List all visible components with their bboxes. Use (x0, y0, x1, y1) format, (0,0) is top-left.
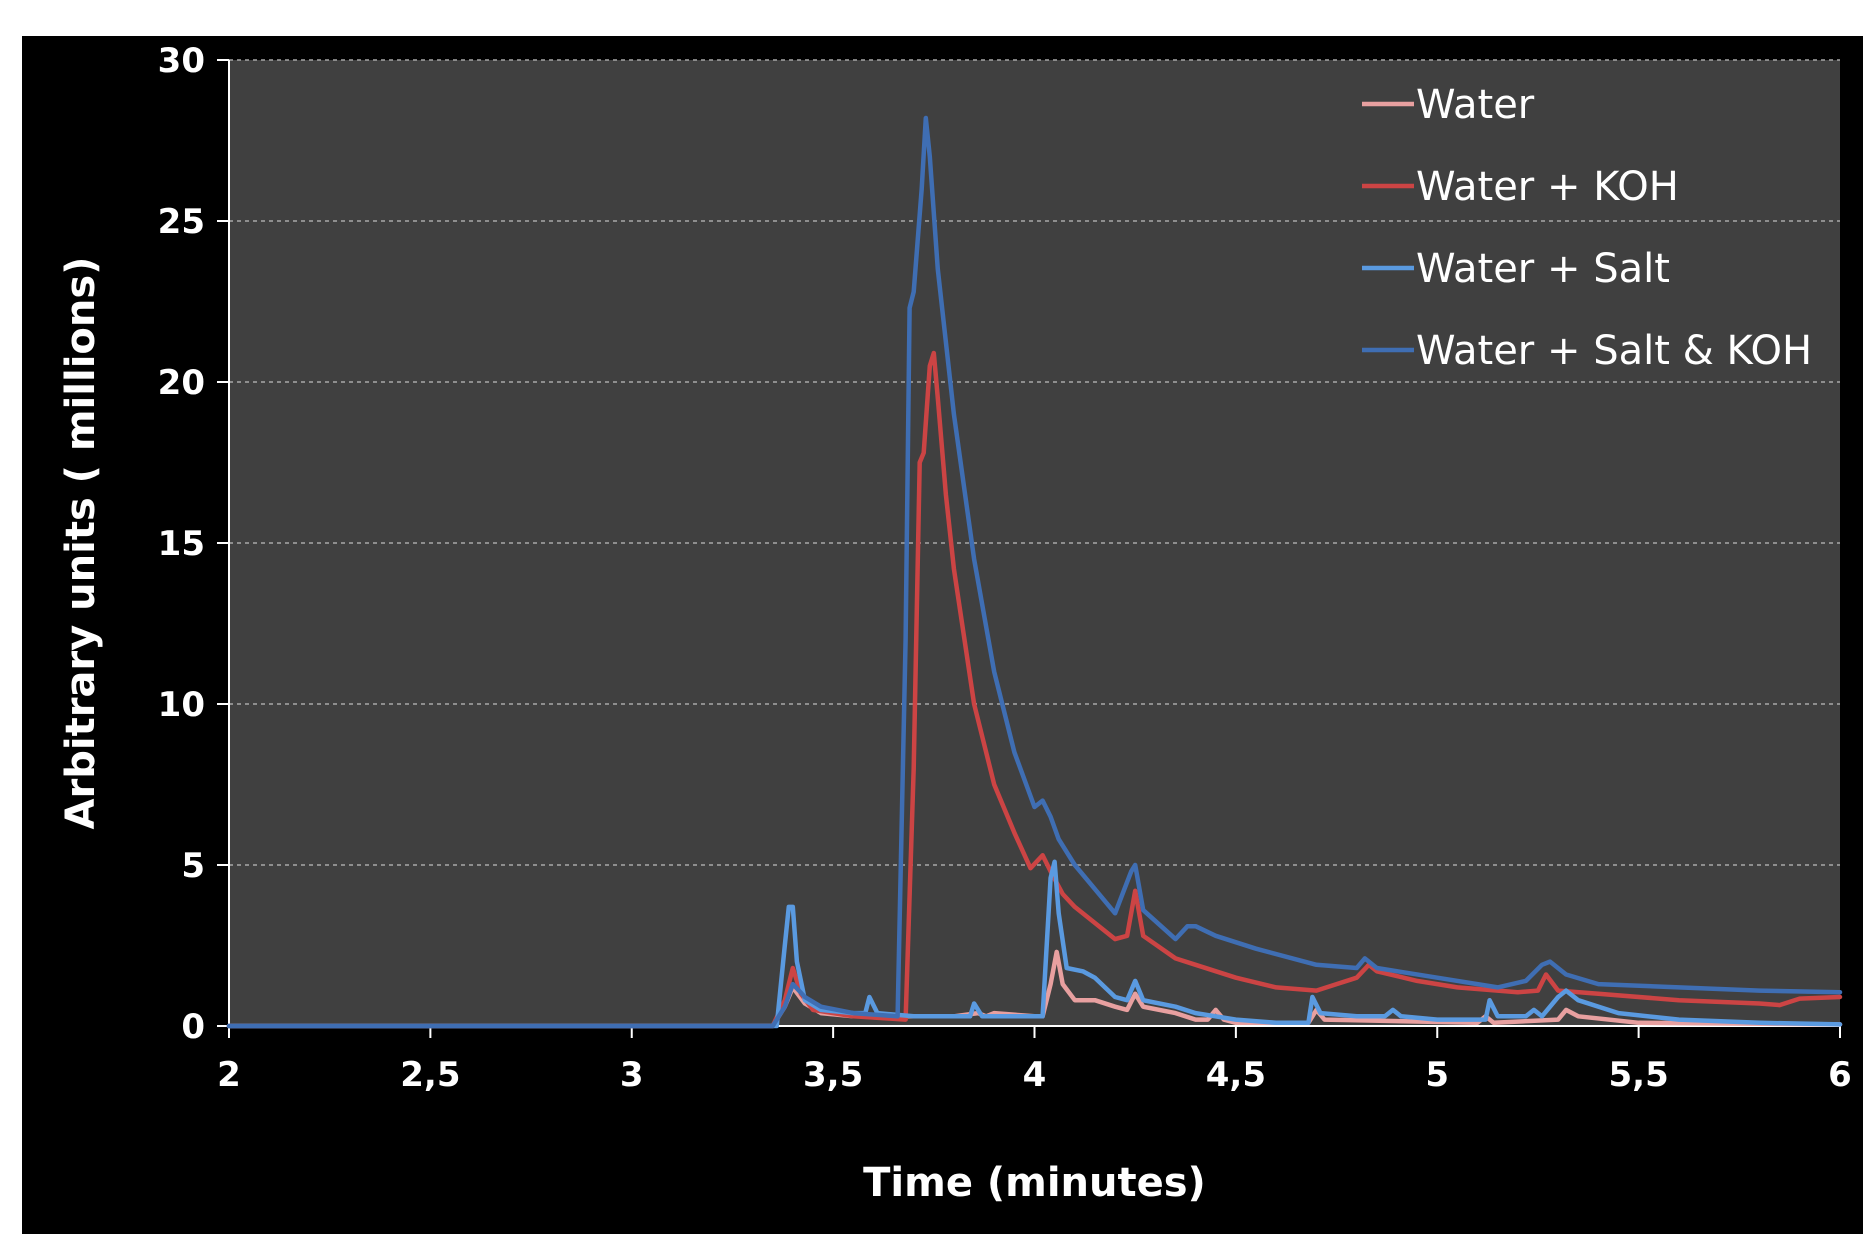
legend-label-3: Water + Salt (1416, 246, 1670, 292)
y-tick-label-6: 30 (158, 41, 205, 81)
y-tick-label-1: 5 (181, 846, 205, 886)
y-tick-label-4: 20 (158, 363, 205, 403)
y-tick-label-3: 15 (158, 524, 205, 564)
x-axis-title: Time (minutes) (863, 1160, 1206, 1206)
legend-label-4: Water + Salt & KOH (1416, 328, 1812, 374)
x-tick-label-8: 6 (1828, 1055, 1852, 1095)
x-tick-label-5: 4,5 (1206, 1055, 1266, 1095)
legend: Water Water + KOH Water + Salt Water + Salt… (1362, 82, 1812, 374)
x-tick-label-1: 2,5 (400, 1055, 460, 1095)
x-tick-label-7: 5,5 (1609, 1055, 1669, 1095)
chart-figure: 0 5 10 15 20 25 30 2 2,5 3 3,5 4 4,5 5 5,5 6 Water Wate… (22, 36, 1863, 1234)
x-axis-ticks: 2 2,5 3 3,5 4 4,5 5 5,5 6 (217, 1026, 1852, 1095)
y-axis-ticks: 0 5 10 15 20 25 30 (158, 41, 229, 1047)
x-tick-label-4: 4 (1023, 1055, 1047, 1095)
series-line-2 (226, 350, 1843, 1029)
y-tick-label-2: 10 (158, 685, 205, 725)
series-line-4 (226, 115, 1843, 1029)
y-tick-label-5: 25 (158, 202, 205, 242)
x-tick-label-6: 5 (1425, 1055, 1449, 1095)
x-tick-label-2: 3 (620, 1055, 644, 1095)
legend-label-2: Water + KOH (1416, 164, 1679, 210)
series-lines (226, 115, 1843, 1029)
y-tick-label-0: 0 (181, 1007, 205, 1047)
y-axis-title: Arbitrary units ( millions) (58, 257, 104, 830)
x-tick-label-3: 3,5 (803, 1055, 863, 1095)
x-tick-label-0: 2 (217, 1055, 241, 1095)
legend-label-1: Water (1416, 82, 1535, 128)
